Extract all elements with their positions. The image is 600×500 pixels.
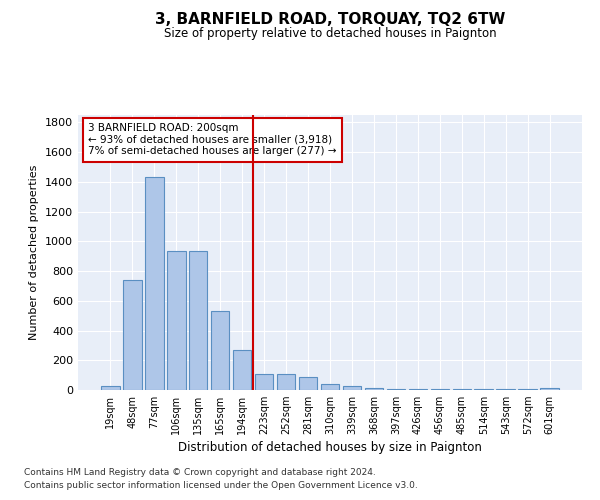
Text: Contains HM Land Registry data © Crown copyright and database right 2024.: Contains HM Land Registry data © Crown c… [24, 468, 376, 477]
Bar [299, 376, 317, 390]
Bar [123, 280, 142, 390]
Bar [320, 384, 340, 390]
Bar [167, 251, 185, 390]
Bar [255, 374, 274, 390]
Y-axis label: Number of detached properties: Number of detached properties [29, 165, 40, 340]
Text: 3, BARNFIELD ROAD, TORQUAY, TQ2 6TW: 3, BARNFIELD ROAD, TORQUAY, TQ2 6TW [155, 12, 505, 28]
Bar [541, 388, 559, 390]
Text: Contains public sector information licensed under the Open Government Licence v3: Contains public sector information licen… [24, 482, 418, 490]
Bar [101, 386, 119, 390]
Bar [211, 311, 229, 390]
Bar [233, 350, 251, 390]
Text: 3 BARNFIELD ROAD: 200sqm
← 93% of detached houses are smaller (3,918)
7% of semi: 3 BARNFIELD ROAD: 200sqm ← 93% of detach… [88, 123, 337, 156]
Bar [145, 178, 164, 390]
Bar [343, 386, 361, 390]
Bar [189, 251, 208, 390]
Bar [365, 388, 383, 390]
Bar [386, 388, 405, 390]
Text: Size of property relative to detached houses in Paignton: Size of property relative to detached ho… [164, 28, 496, 40]
Text: Distribution of detached houses by size in Paignton: Distribution of detached houses by size … [178, 441, 482, 454]
Bar [277, 374, 295, 390]
